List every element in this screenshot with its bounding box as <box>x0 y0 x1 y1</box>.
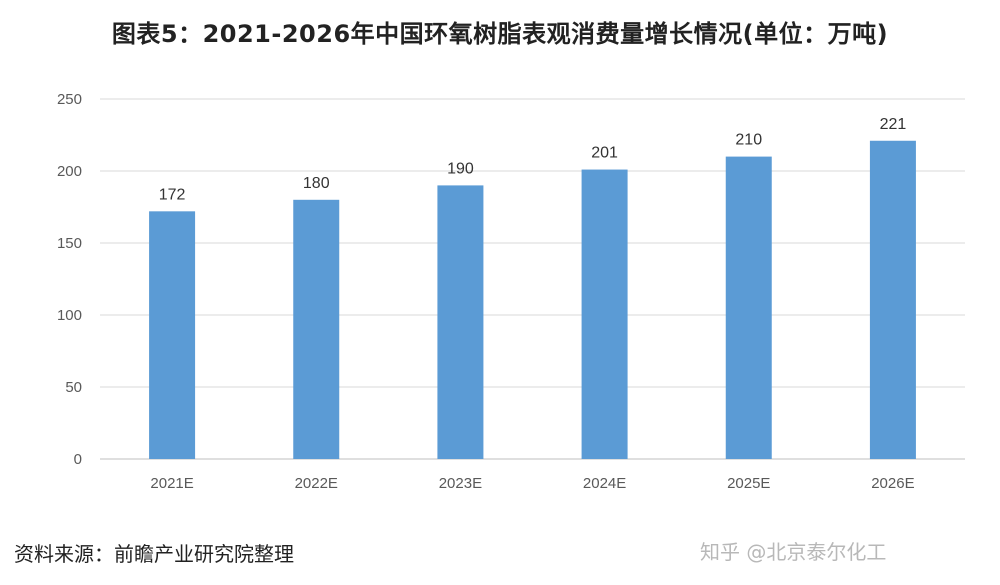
bar <box>149 211 196 459</box>
y-tick-label: 100 <box>57 307 82 324</box>
data-label: 190 <box>447 160 474 177</box>
x-tick-label: 2023E <box>439 475 482 492</box>
data-label: 172 <box>159 186 186 203</box>
bar <box>293 199 340 460</box>
y-tick-label: 200 <box>57 163 82 180</box>
x-tick-label: 2021E <box>150 475 193 492</box>
bar <box>869 140 916 459</box>
data-label: 180 <box>303 175 330 192</box>
data-label: 210 <box>735 132 762 149</box>
watermark-text: 知乎 @北京泰尔化工 <box>700 540 887 564</box>
y-tick-label: 150 <box>57 235 82 252</box>
y-tick-label: 250 <box>57 91 82 108</box>
bar <box>581 169 628 459</box>
x-tick-label: 2024E <box>583 475 626 492</box>
source-note: 资料来源：前瞻产业研究院整理 <box>14 542 294 566</box>
x-tick-label: 2025E <box>727 475 770 492</box>
chart-title: 图表5：2021-2026年中国环氧树脂表观消费量增长情况(单位：万吨) <box>111 20 889 48</box>
data-label: 201 <box>591 145 618 162</box>
bar <box>725 156 772 459</box>
data-label: 221 <box>880 116 907 133</box>
y-tick-label: 50 <box>65 379 82 396</box>
x-tick-label: 2022E <box>295 475 338 492</box>
bar <box>437 185 484 459</box>
x-tick-label: 2026E <box>871 475 914 492</box>
y-tick-label: 0 <box>74 451 82 468</box>
